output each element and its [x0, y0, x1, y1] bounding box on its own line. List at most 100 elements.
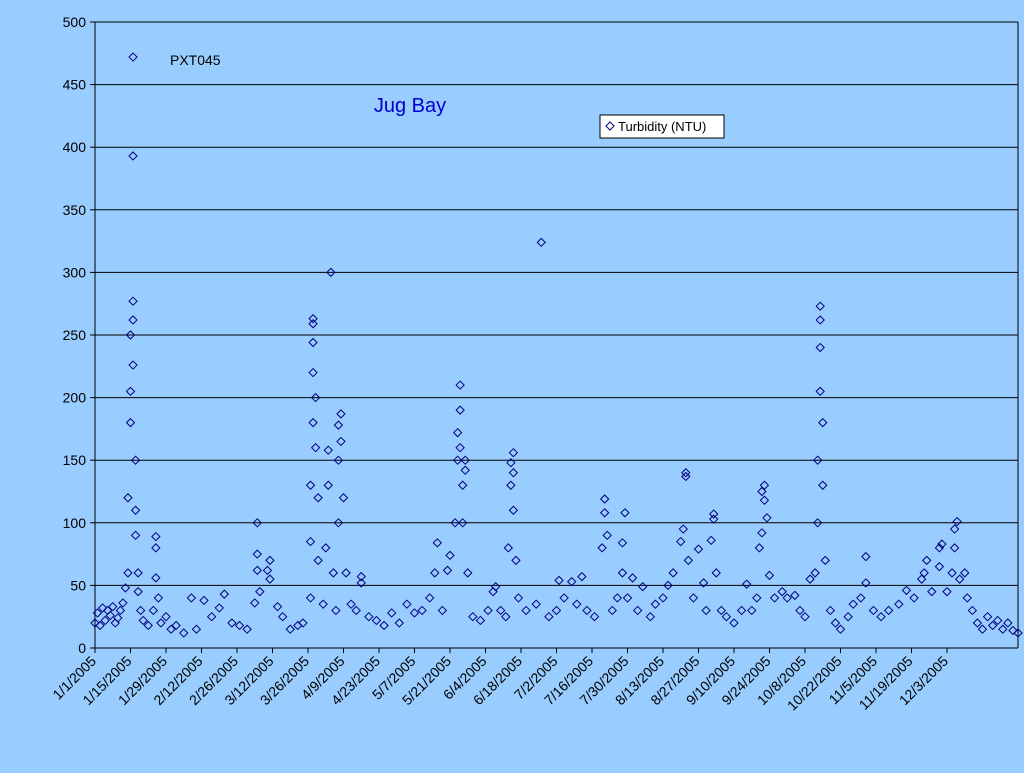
data-point: [151, 573, 161, 583]
data-point: [638, 581, 648, 592]
data-point: [341, 568, 351, 578]
data-point: [934, 543, 945, 553]
data-point: [927, 586, 937, 597]
data-point: [901, 585, 912, 596]
data-point: [521, 605, 531, 616]
data-point: [501, 611, 511, 622]
data-point: [987, 620, 998, 631]
data-point: [298, 618, 308, 628]
y-tick-label: 0: [78, 640, 86, 656]
data-point: [810, 568, 820, 578]
data-point: [815, 386, 825, 397]
data-point: [310, 442, 321, 453]
data-point: [741, 579, 752, 589]
station-label: PXT045: [170, 52, 221, 68]
data-point: [757, 528, 767, 538]
data-point: [531, 599, 541, 609]
data-point: [450, 518, 460, 528]
data-point: [130, 530, 141, 541]
data-point: [825, 605, 836, 616]
data-point: [333, 518, 344, 528]
data-point: [234, 620, 245, 631]
data-point: [551, 605, 562, 616]
data-point: [678, 524, 688, 534]
data-point: [265, 555, 275, 566]
data-point: [308, 417, 318, 428]
data-point: [536, 237, 546, 248]
data-point: [567, 576, 577, 587]
data-point: [125, 417, 136, 428]
data-point: [949, 524, 960, 534]
data-point: [313, 493, 323, 503]
data-point: [511, 555, 521, 566]
data-point: [128, 360, 138, 370]
data-point: [949, 543, 960, 553]
y-tick-label: 350: [63, 202, 87, 218]
data-point: [658, 593, 668, 603]
data-point: [818, 417, 828, 428]
data-points: [90, 52, 1023, 638]
data-point: [457, 480, 468, 490]
data-point: [759, 495, 770, 505]
data-point: [227, 618, 237, 628]
data-point: [617, 538, 628, 548]
data-point: [759, 480, 770, 490]
data-point: [544, 611, 554, 622]
data-point: [432, 538, 443, 548]
data-point: [676, 536, 686, 547]
y-tick-label: 250: [63, 327, 87, 343]
data-point: [812, 518, 823, 528]
data-point: [620, 508, 630, 518]
data-point: [769, 593, 780, 603]
data-point: [607, 605, 617, 616]
data-point: [455, 405, 465, 415]
data-point: [764, 570, 775, 581]
data-point: [417, 605, 427, 616]
data-point: [721, 611, 732, 622]
data-point: [645, 611, 656, 622]
data-point: [336, 409, 346, 419]
data-point: [861, 578, 871, 588]
data-point: [293, 620, 303, 631]
y-tick-label: 300: [63, 264, 87, 280]
data-point: [356, 578, 366, 588]
data-point: [577, 571, 587, 582]
data-point: [153, 593, 164, 603]
data-point: [952, 516, 962, 527]
data-point: [762, 513, 772, 523]
data-point: [100, 615, 110, 626]
data-point: [452, 427, 463, 438]
data-point: [706, 535, 716, 546]
data-point: [894, 599, 904, 609]
data-point: [277, 611, 288, 622]
data-point: [1013, 628, 1023, 638]
data-point: [386, 608, 397, 618]
data-point: [460, 455, 470, 465]
data-point: [757, 486, 767, 497]
data-point: [123, 568, 133, 578]
data-point: [166, 624, 176, 634]
data-point: [663, 580, 673, 591]
data-point: [250, 598, 260, 608]
data-point: [1008, 625, 1018, 636]
data-point: [125, 330, 136, 340]
data-point: [835, 624, 846, 634]
data-point: [338, 493, 349, 503]
data-point: [843, 611, 853, 622]
data-point: [508, 505, 519, 515]
data-point: [681, 471, 691, 482]
data-point: [364, 611, 374, 622]
data-point: [326, 267, 336, 278]
data-point: [308, 319, 318, 329]
data-point: [133, 568, 143, 578]
data-point: [513, 593, 524, 603]
data-point: [508, 468, 519, 478]
data-point: [321, 543, 331, 553]
data-point: [323, 445, 333, 455]
y-tick-label: 500: [63, 14, 87, 30]
data-point: [95, 620, 105, 631]
tick-labels: 0501001502002503003504004505001/1/20051/…: [49, 14, 951, 714]
data-point: [252, 549, 262, 559]
data-point: [856, 593, 866, 603]
